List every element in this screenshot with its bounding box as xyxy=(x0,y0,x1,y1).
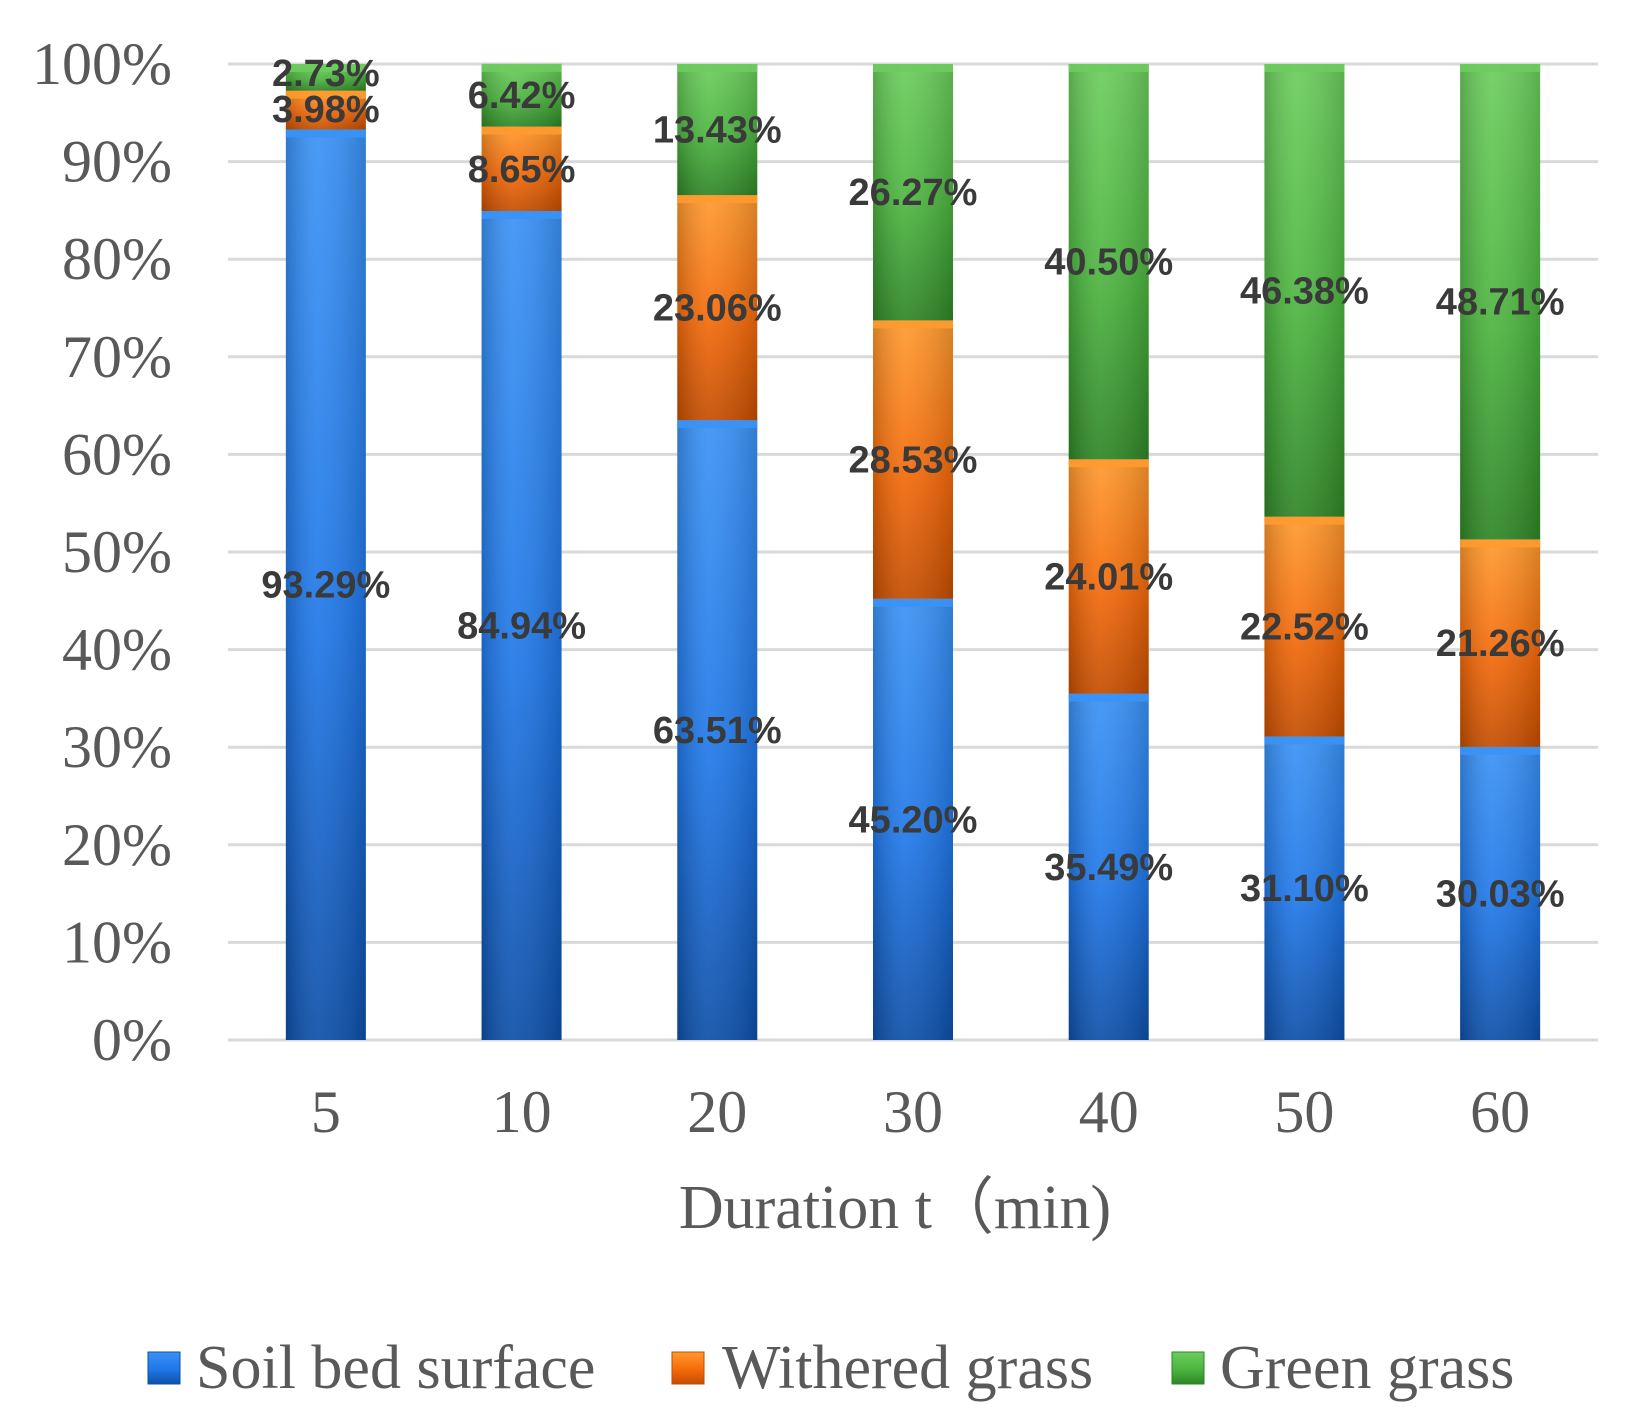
bar-segment-highlight xyxy=(1068,64,1149,72)
legend: Soil bed surface Withered grass Green gras… xyxy=(147,1334,1514,1402)
y-axis: 0% 10% 20% 30% 40% 50% 60% 70% 80% 90% 100% xyxy=(32,31,172,1073)
y-tick-label: 0% xyxy=(92,1007,172,1073)
x-tick-label: 50 xyxy=(1274,1079,1334,1145)
data-label: 6.42% xyxy=(468,75,576,117)
bar-segment-shade xyxy=(1460,539,1541,747)
data-label: 28.53% xyxy=(849,440,978,482)
bar-segment-highlight xyxy=(677,195,758,204)
bar-segment-highlight xyxy=(873,64,953,72)
data-label: 45.20% xyxy=(849,799,978,841)
bar-segment-highlight xyxy=(1264,736,1345,745)
bar-segment-shade xyxy=(1264,516,1345,737)
bar-segment-shade xyxy=(481,63,562,127)
bar-segment-shade xyxy=(481,126,562,211)
bar-segment-shade xyxy=(873,598,953,1040)
data-label: 24.01% xyxy=(1044,556,1173,598)
bar-segment-highlight xyxy=(481,210,562,219)
bar-segment-highlight xyxy=(873,320,953,329)
legend-swatch xyxy=(147,1351,181,1385)
x-tick-label: 20 xyxy=(687,1079,747,1145)
data-label: 3.98% xyxy=(272,89,380,131)
data-label: 40.50% xyxy=(1044,242,1173,284)
bar-segment-shade xyxy=(481,210,562,1040)
bar-segment-shade xyxy=(1068,693,1149,1040)
x-axis: 5 10 20 30 40 50 60 xyxy=(311,1079,1530,1145)
legend-label: Withered grass xyxy=(722,1334,1093,1402)
data-label: 48.71% xyxy=(1436,282,1565,324)
data-label: 46.38% xyxy=(1240,270,1369,312)
bars xyxy=(285,63,1541,1040)
bar-segment-highlight xyxy=(677,420,758,429)
y-tick-label: 90% xyxy=(62,129,172,195)
bar-segment-highlight xyxy=(1068,693,1149,702)
bar-segment-shade xyxy=(285,129,366,1040)
data-label: 2.73% xyxy=(272,53,380,95)
bar-segment-shade xyxy=(873,64,953,321)
bar-segment-shade xyxy=(1264,736,1345,1040)
bar-segment-shade xyxy=(1264,64,1345,517)
bar-segment-shade xyxy=(677,195,758,421)
y-tick-label: 70% xyxy=(62,324,172,390)
bar-segment-highlight xyxy=(1264,516,1345,525)
data-label: 22.52% xyxy=(1240,607,1369,649)
legend-label: Soil bed surface xyxy=(196,1334,595,1402)
x-tick-label: 10 xyxy=(492,1079,552,1145)
bar-segment-highlight xyxy=(677,64,758,72)
bar-segment-highlight xyxy=(285,90,366,99)
data-label: 31.10% xyxy=(1240,868,1369,910)
x-tick-label: 5 xyxy=(311,1079,341,1145)
bar-segment-highlight xyxy=(873,598,953,607)
bar-segment-highlight xyxy=(1460,539,1541,548)
bar-segment-shade xyxy=(1460,64,1541,540)
y-tick-label: 100% xyxy=(32,31,172,97)
y-tick-label: 40% xyxy=(62,617,172,683)
bar-segment-highlight xyxy=(1460,746,1541,755)
bar-segment-highlight xyxy=(285,64,366,72)
data-label: 84.94% xyxy=(457,605,586,647)
bar-segment-highlight xyxy=(1068,459,1149,468)
data-label: 23.06% xyxy=(653,288,782,330)
data-label: 21.26% xyxy=(1436,623,1565,665)
bar-segment-shade xyxy=(677,420,758,1040)
bar-segment-highlight xyxy=(1264,64,1345,72)
data-label: 8.65% xyxy=(468,149,576,191)
data-label: 63.51% xyxy=(653,710,782,752)
x-tick-label: 60 xyxy=(1470,1079,1530,1145)
data-label: 35.49% xyxy=(1044,847,1173,889)
bar-segment-shade xyxy=(1460,746,1541,1040)
x-tick-label: 30 xyxy=(883,1079,943,1145)
bar-segment-shade xyxy=(873,320,953,599)
data-label: 13.43% xyxy=(653,110,782,152)
x-axis-title: Duration t（min) xyxy=(679,1174,1111,1242)
y-tick-label: 20% xyxy=(62,812,172,878)
bar-segment-highlight xyxy=(481,126,562,135)
x-tick-label: 40 xyxy=(1079,1079,1139,1145)
bar-segment-shade xyxy=(677,64,758,196)
y-tick-label: 50% xyxy=(62,519,172,585)
y-tick-label: 10% xyxy=(62,909,172,975)
y-tick-label: 80% xyxy=(62,226,172,292)
legend-swatch xyxy=(1171,1351,1205,1385)
y-tick-label: 30% xyxy=(62,714,172,780)
bar-segment-shade xyxy=(1068,459,1149,694)
bar-segment-shade xyxy=(1068,64,1149,460)
y-tick-label: 60% xyxy=(62,421,172,487)
data-label: 26.27% xyxy=(849,172,978,214)
bar-segment-highlight xyxy=(481,63,562,72)
legend-label: Green grass xyxy=(1220,1334,1514,1402)
bar-segment-highlight xyxy=(1460,64,1541,72)
bar-segment-highlight xyxy=(285,129,366,138)
data-label: 30.03% xyxy=(1436,873,1565,915)
legend-swatch xyxy=(671,1351,705,1385)
data-label: 93.29% xyxy=(261,565,390,607)
data-labels: 93.29% 3.98%2.73% 84.94% 8.65% 6.42% 63.51% 23… xyxy=(261,53,1564,915)
